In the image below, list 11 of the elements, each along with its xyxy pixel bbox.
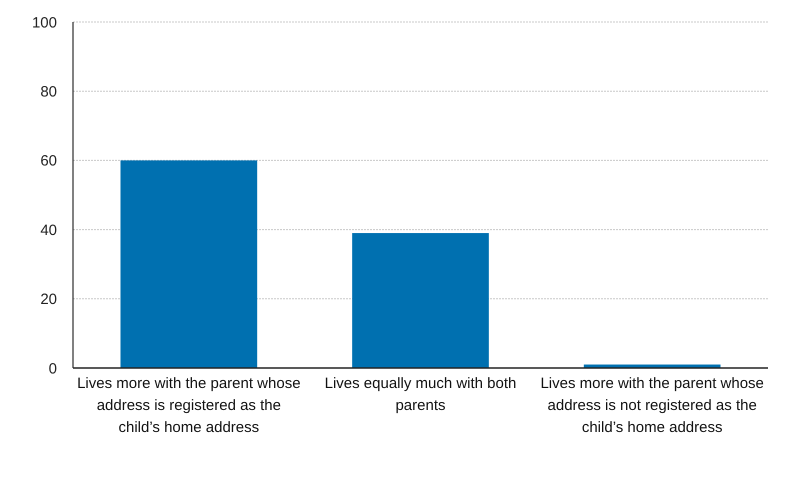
y-tick-label: 100 <box>32 14 57 32</box>
y-tick-label: 60 <box>40 152 57 170</box>
y-tick-label: 40 <box>40 222 57 239</box>
x-tick-label: Lives more with the parent whose address is registered as the child’s home address <box>77 375 301 436</box>
y-tick-label: 80 <box>40 83 57 100</box>
x-tick-label: Lives more with the parent whose address is not registered as the child’s home address <box>540 375 764 436</box>
bar <box>120 160 258 368</box>
bar <box>352 233 489 368</box>
y-tick-label: 0 <box>48 360 57 378</box>
y-tick-label: 20 <box>40 291 57 308</box>
x-tick-label: Lives equally much with both parents <box>324 375 516 414</box>
